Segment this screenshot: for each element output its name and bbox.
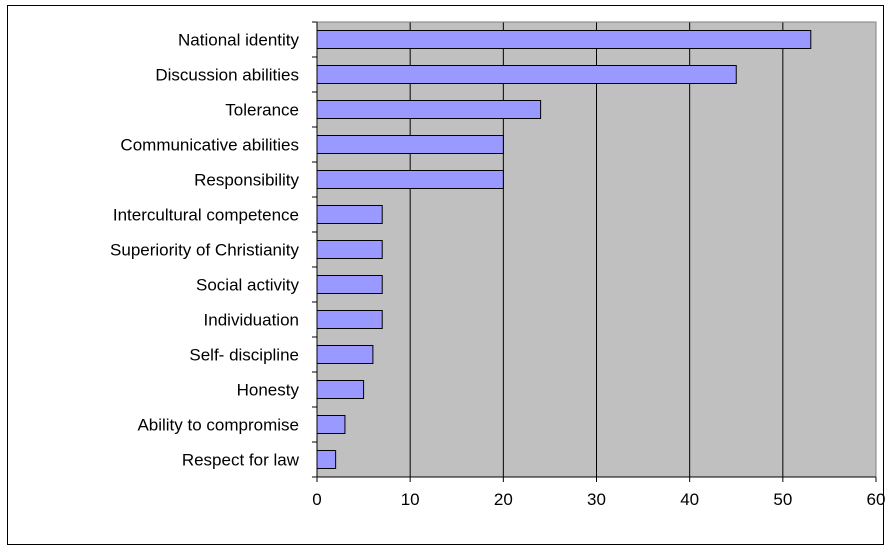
- category-label: Superiority of Christianity: [110, 241, 299, 260]
- bar: [316, 240, 383, 259]
- bar: [316, 205, 383, 224]
- bar: [316, 65, 737, 84]
- bar: [316, 310, 383, 329]
- bar: [316, 450, 337, 469]
- bars: [316, 30, 812, 469]
- bar: [316, 380, 365, 399]
- bar: [316, 170, 504, 189]
- x-tick-labels: 0 10 20 30 40 50 60: [312, 490, 885, 509]
- x-tick-label: 40: [680, 490, 699, 509]
- x-tick-label: 0: [312, 490, 321, 509]
- x-tick-label: 30: [587, 490, 606, 509]
- category-label: Self- discipline: [189, 346, 299, 365]
- category-label: Individuation: [204, 311, 299, 330]
- bar: [316, 135, 504, 154]
- bar: [316, 100, 542, 119]
- category-label: National identity: [178, 31, 299, 50]
- x-tick-label: 10: [401, 490, 420, 509]
- category-label: Ability to compromise: [137, 416, 299, 435]
- bar: [316, 275, 383, 294]
- category-label: Social activity: [196, 276, 299, 295]
- category-label: Communicative abilities: [120, 136, 299, 155]
- x-tick-label: 50: [773, 490, 792, 509]
- bar: [316, 415, 346, 434]
- category-labels: National identity Discussion abilities Tol…: [110, 31, 300, 470]
- category-label: Discussion abilities: [155, 66, 299, 85]
- category-label: Intercultural competence: [113, 206, 299, 225]
- category-label: Responsibility: [194, 171, 299, 190]
- bar: [316, 30, 812, 49]
- category-label: Honesty: [237, 381, 300, 400]
- category-label: Tolerance: [225, 101, 299, 120]
- x-tick-label: 60: [867, 490, 886, 509]
- axes: [312, 21, 877, 482]
- category-label: Respect for law: [182, 451, 300, 470]
- x-tick-label: 20: [494, 490, 513, 509]
- bar: [316, 345, 374, 364]
